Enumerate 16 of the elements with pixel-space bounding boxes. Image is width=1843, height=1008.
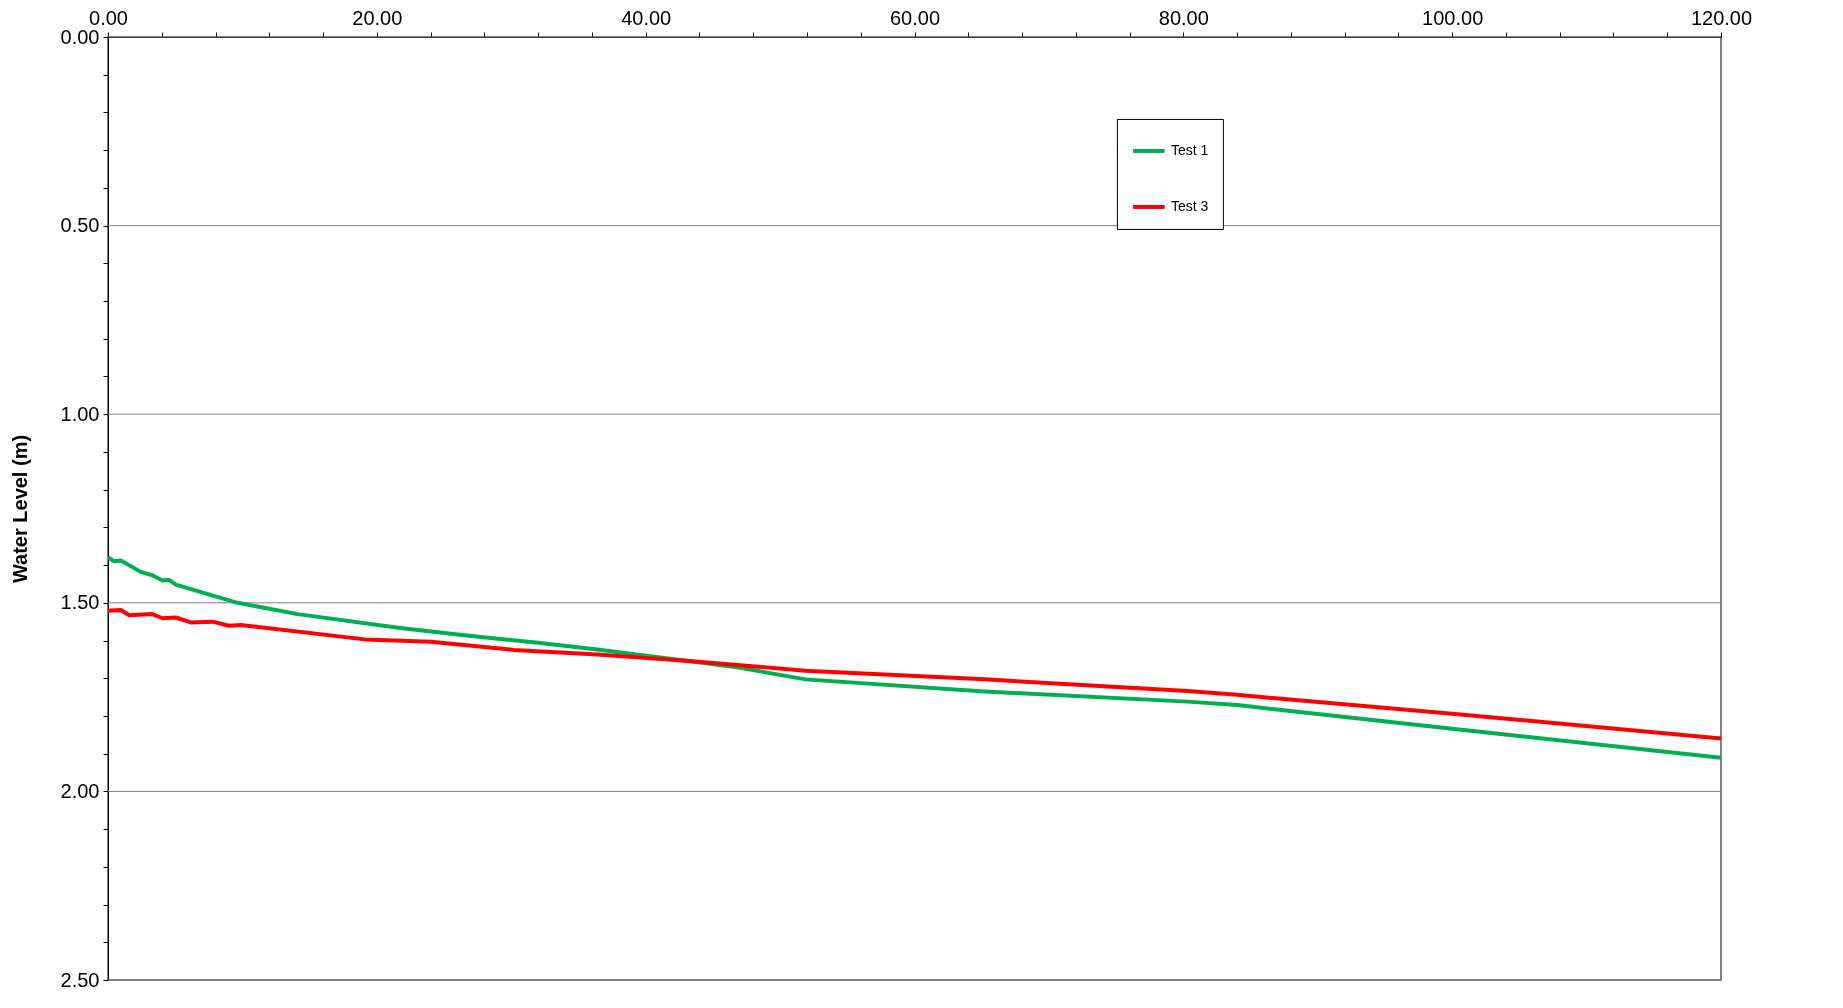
x-tick-label: 120.00 — [1690, 6, 1753, 29]
y-tick-label: 1.00 — [60, 402, 100, 425]
x-tick-label: 40.00 — [621, 6, 672, 29]
y-axis-title: Water Level (m) — [8, 434, 31, 584]
x-tick-label: 100.00 — [1422, 6, 1484, 29]
legend-label: Test 1 — [1170, 141, 1209, 158]
y-tick-label: 2.50 — [60, 968, 100, 991]
line-series — [108, 555, 1721, 760]
x-tick-label: 20.00 — [352, 6, 403, 29]
line-series — [108, 607, 1721, 741]
y-tick-label: 1.50 — [60, 591, 100, 614]
y-tick-label: 2.00 — [60, 779, 100, 802]
legend-label: Test 3 — [1170, 197, 1209, 214]
y-tick-label: 0.50 — [60, 214, 100, 237]
x-tick-label: 80.00 — [1158, 6, 1209, 29]
x-tick-label: 60.00 — [889, 6, 941, 29]
